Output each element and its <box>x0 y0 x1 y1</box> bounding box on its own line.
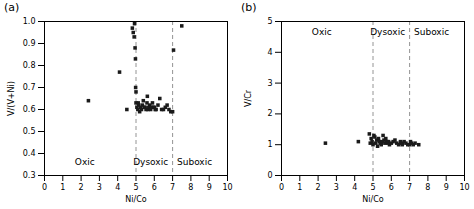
svg-text:7: 7 <box>170 183 175 192</box>
svg-text:3: 3 <box>267 79 272 88</box>
svg-text:Suboxic: Suboxic <box>414 27 449 37</box>
svg-text:9: 9 <box>444 183 449 192</box>
svg-text:1.0: 1.0 <box>23 17 36 26</box>
svg-text:2: 2 <box>316 183 321 192</box>
svg-text:3: 3 <box>97 183 102 192</box>
svg-text:10: 10 <box>222 183 232 192</box>
html-text:(a): (a) <box>4 1 20 14</box>
svg-text:0: 0 <box>279 183 284 192</box>
svg-text:0.7: 0.7 <box>23 83 36 92</box>
svg-text:Oxic: Oxic <box>312 27 332 37</box>
svg-text:3: 3 <box>334 183 339 192</box>
svg-text:Ni/Co: Ni/Co <box>362 195 383 204</box>
svg-text:Suboxic: Suboxic <box>177 157 212 167</box>
svg-text:1: 1 <box>60 183 65 192</box>
svg-text:2: 2 <box>79 183 84 192</box>
svg-text:6: 6 <box>152 183 157 192</box>
svg-text:4: 4 <box>352 183 357 192</box>
svg-text:Dysoxic: Dysoxic <box>133 157 168 167</box>
svg-text:Ni/Co: Ni/Co <box>125 195 146 204</box>
svg-text:10: 10 <box>459 183 469 192</box>
svg-text:Oxic: Oxic <box>75 157 95 167</box>
svg-text:5: 5 <box>133 183 138 192</box>
svg-text:5: 5 <box>267 17 272 26</box>
svg-text:7: 7 <box>407 183 412 192</box>
svg-text:5: 5 <box>370 183 375 192</box>
svg-text:0.9: 0.9 <box>23 39 36 48</box>
svg-text:V/Cr: V/Cr <box>244 89 253 107</box>
svg-text:0: 0 <box>42 183 47 192</box>
svg-text:0.8: 0.8 <box>23 61 36 70</box>
svg-text:9: 9 <box>207 183 212 192</box>
svg-text:V/(V+Ni): V/(V+Ni) <box>7 81 16 116</box>
svg-text:4: 4 <box>115 183 120 192</box>
svg-text:1: 1 <box>297 183 302 192</box>
svg-text:0.3: 0.3 <box>23 171 36 180</box>
svg-text:6: 6 <box>389 183 394 192</box>
svg-text:0.4: 0.4 <box>23 149 36 158</box>
svg-text:Dysoxic: Dysoxic <box>370 27 405 37</box>
html-text:(b): (b) <box>241 1 257 14</box>
svg-text:2: 2 <box>267 109 272 118</box>
svg-text:0: 0 <box>267 171 272 180</box>
svg-text:1: 1 <box>267 140 272 149</box>
svg-text:0.5: 0.5 <box>23 127 36 136</box>
svg-text:4: 4 <box>267 48 272 57</box>
svg-text:0.6: 0.6 <box>23 105 36 114</box>
svg-text:8: 8 <box>188 183 193 192</box>
svg-text:8: 8 <box>425 183 430 192</box>
